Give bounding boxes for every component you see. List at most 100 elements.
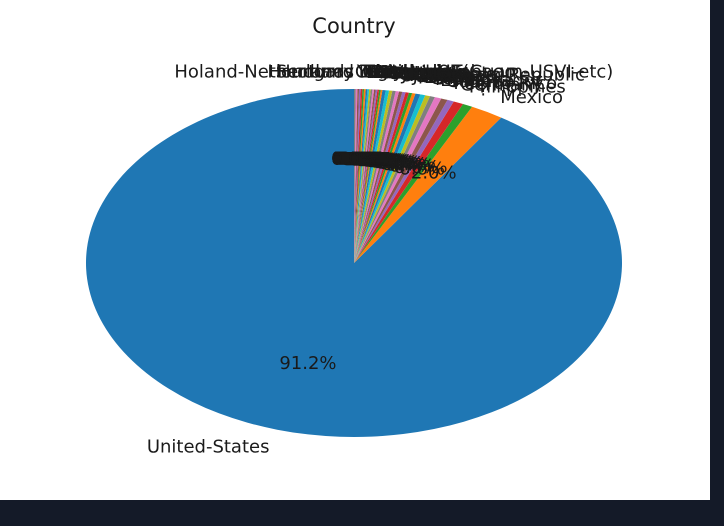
percent-label-holand-netherlands: 0.0% bbox=[331, 149, 377, 170]
percent-label-scotland: 0.0% bbox=[331, 149, 377, 170]
category-label-outlying-us-guam-usvi-etc: Outlying-US(Guam-USVI-etc) bbox=[355, 62, 613, 83]
percent-label-ecuador: 0.1% bbox=[341, 149, 387, 170]
percent-label-el-salvador: 0.3% bbox=[378, 153, 424, 174]
pie-slice-philippines bbox=[354, 101, 464, 263]
category-label-peru: Peru bbox=[373, 62, 413, 83]
pie-slice-taiwan bbox=[354, 89, 380, 263]
pie-slice-puerto-rico bbox=[354, 98, 448, 263]
category-label-ecuador: Ecuador bbox=[371, 62, 445, 83]
category-label-guatemala: Guatemala bbox=[398, 64, 497, 85]
percent-label-hong: 0.1% bbox=[338, 149, 384, 170]
category-label-greece: Greece bbox=[377, 62, 441, 83]
category-label-scotland: Scotland bbox=[276, 62, 354, 83]
pie-slice-greece bbox=[354, 89, 376, 264]
percent-label-cambodia: 0.1% bbox=[336, 149, 382, 170]
category-label-england: England bbox=[424, 67, 497, 88]
percent-label-japan: 0.2% bbox=[357, 150, 403, 171]
percent-label-canada: 0.4% bbox=[382, 154, 428, 175]
percent-label-portugal: 0.1% bbox=[347, 149, 393, 170]
pie-slice-south bbox=[354, 92, 413, 263]
category-label-south: South bbox=[416, 66, 468, 87]
pie-slice-poland bbox=[354, 90, 393, 263]
percent-label-ireland: 0.1% bbox=[339, 149, 385, 170]
percent-label-laos: 0.1% bbox=[334, 149, 380, 170]
category-label-thailand: Thailand bbox=[363, 62, 441, 83]
category-label-jamaica: Jamaica bbox=[412, 65, 484, 86]
percent-label-germany: 0.4% bbox=[389, 156, 435, 177]
pie-slice-laos bbox=[354, 89, 360, 263]
percent-label-jamaica: 0.2% bbox=[363, 151, 409, 172]
category-label-philippines: Philippines bbox=[469, 77, 566, 98]
category-label-iran: Iran bbox=[379, 62, 414, 83]
category-label-nicaragua: Nicaragua bbox=[375, 62, 467, 83]
percent-label-yugoslavia: 0.1% bbox=[333, 149, 379, 170]
pie-slice-columbia bbox=[354, 89, 386, 263]
category-label-hong: Hong bbox=[366, 62, 413, 83]
category-label-italy: Italy bbox=[409, 65, 448, 86]
pie-slice-haiti bbox=[354, 89, 383, 263]
percent-labels: 91.2%2.0%0.6%0.6%0.4%0.4%0.4%0.3%0.3%0.3… bbox=[279, 149, 456, 374]
category-label-germany: Germany bbox=[460, 74, 543, 95]
percent-label-mexico: 2.0% bbox=[411, 162, 457, 183]
percent-label-china: 0.2% bbox=[367, 151, 413, 172]
percent-label-thailand: 0.1% bbox=[337, 149, 383, 170]
percent-label-unknown: 0.6% bbox=[399, 158, 445, 179]
category-labels: United-States Mexico?PhilippinesGermanyPu… bbox=[147, 62, 614, 458]
pie-slice-guatemala bbox=[354, 90, 396, 264]
pie-slice-ecuador bbox=[354, 89, 371, 264]
percent-label-honduras: 0.0% bbox=[331, 149, 377, 170]
percent-label-vietnam: 0.2% bbox=[351, 149, 397, 170]
pie-slice-india bbox=[354, 95, 431, 263]
category-label-portugal: Portugal bbox=[383, 62, 458, 83]
pie-slice-cuba bbox=[354, 94, 426, 263]
pie-slice-italy bbox=[354, 91, 406, 263]
category-label-yugoslavia: Yugoslavia bbox=[356, 62, 452, 83]
percent-label-dominican-republic: 0.2% bbox=[359, 150, 405, 171]
pie-chart-figure: Country 91.2% 2.0% 0.6% 0.6% 0.4% 0.4% 0.4% 0.3… bbox=[0, 0, 710, 500]
pie-slice-el-salvador bbox=[354, 96, 435, 263]
category-label-dominican-republic: Dominican-Republic bbox=[405, 65, 585, 86]
category-label-columbia: Columbia bbox=[387, 63, 472, 84]
percent-label-england: 0.3% bbox=[369, 152, 415, 173]
percent-label-hungary: 0.0% bbox=[331, 149, 377, 170]
category-label-vietnam: Vietnam bbox=[391, 63, 466, 84]
percent-label-italy: 0.2% bbox=[361, 150, 407, 171]
category-label-mexico: Mexico bbox=[500, 87, 563, 108]
category-label-china: China bbox=[420, 66, 471, 87]
category-label-japan: Japan bbox=[401, 64, 452, 85]
category-label-trinadad-tobago: Trinadad&Tobago bbox=[359, 62, 515, 83]
percent-label-peru: 0.1% bbox=[342, 149, 388, 170]
category-label-cuba: Cuba bbox=[430, 68, 476, 89]
percent-label-iran: 0.1% bbox=[345, 149, 391, 170]
category-label-taiwan: Taiwan bbox=[380, 62, 442, 83]
pie-slice-mexico bbox=[354, 106, 502, 263]
pie-slice-unknown bbox=[354, 104, 473, 263]
category-label-laos: Laos bbox=[359, 62, 400, 83]
pie-slice-jamaica bbox=[354, 92, 409, 264]
pie-slice-germany bbox=[354, 99, 454, 263]
percent-label-trinadad-tobago: 0.1% bbox=[335, 149, 381, 170]
percent-label-france: 0.1% bbox=[340, 149, 386, 170]
pie-slice-dominican-republic bbox=[354, 91, 403, 263]
category-label-cambodia: Cambodia bbox=[362, 62, 453, 83]
pie-slices bbox=[85, 89, 622, 438]
pie-slice-china bbox=[354, 93, 416, 264]
percent-label-outlying-us-guam-usvi-etc: 0.1% bbox=[332, 149, 378, 170]
pie-slice-iran bbox=[354, 89, 378, 263]
pie-slice-thailand bbox=[354, 89, 365, 263]
pie-chart: Country 91.2%2.0%0.6%0.6%0.4%0.4%0.4%0.3… bbox=[85, 14, 622, 458]
category-label-united-states: United-States bbox=[147, 436, 270, 457]
percent-label-columbia: 0.2% bbox=[349, 149, 395, 170]
category-label-honduras: Honduras bbox=[267, 62, 354, 83]
category-label-haiti: Haiti bbox=[384, 63, 426, 84]
pie-slice-ireland bbox=[354, 89, 368, 264]
category-label-poland: Poland bbox=[394, 63, 454, 84]
category-label-canada: Canada bbox=[446, 71, 515, 92]
pie-slice-canada bbox=[354, 97, 442, 264]
percent-label-poland: 0.2% bbox=[353, 150, 399, 171]
category-label-hungary: Hungary bbox=[277, 62, 354, 83]
percent-label-taiwan: 0.1% bbox=[346, 149, 392, 170]
pie-slice-united-states bbox=[85, 89, 622, 438]
chart-title: Country bbox=[312, 14, 395, 38]
category-label-puerto-rico: Puerto-Rico bbox=[453, 73, 557, 94]
